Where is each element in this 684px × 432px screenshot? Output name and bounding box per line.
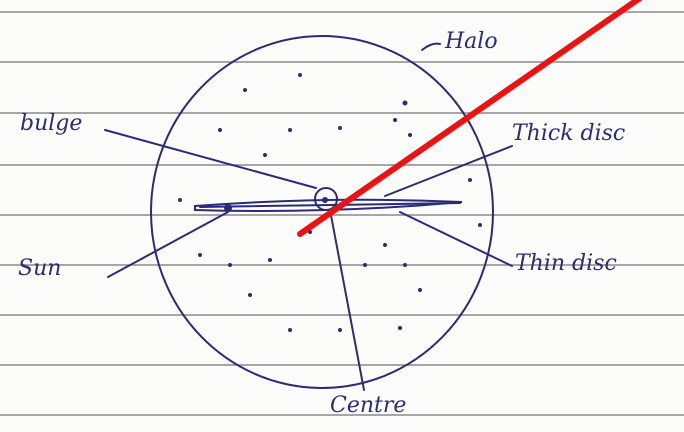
- label-centre: Centre: [330, 393, 406, 418]
- diagram: Halo bulge Thick disc Sun Thin disc Cent…: [0, 0, 684, 432]
- label-sun: Sun: [18, 256, 61, 281]
- label-halo: Halo: [444, 29, 498, 54]
- label-bulge: bulge: [20, 111, 82, 136]
- paper-lines: [0, 12, 684, 415]
- label-thick-disc: Thick disc: [512, 121, 625, 146]
- sun-marker: [224, 204, 232, 212]
- label-thin-disc: Thin disc: [515, 251, 617, 276]
- halo-outline: [151, 36, 493, 388]
- centre-marker: [322, 197, 328, 203]
- galaxy-sketch: [105, 36, 512, 390]
